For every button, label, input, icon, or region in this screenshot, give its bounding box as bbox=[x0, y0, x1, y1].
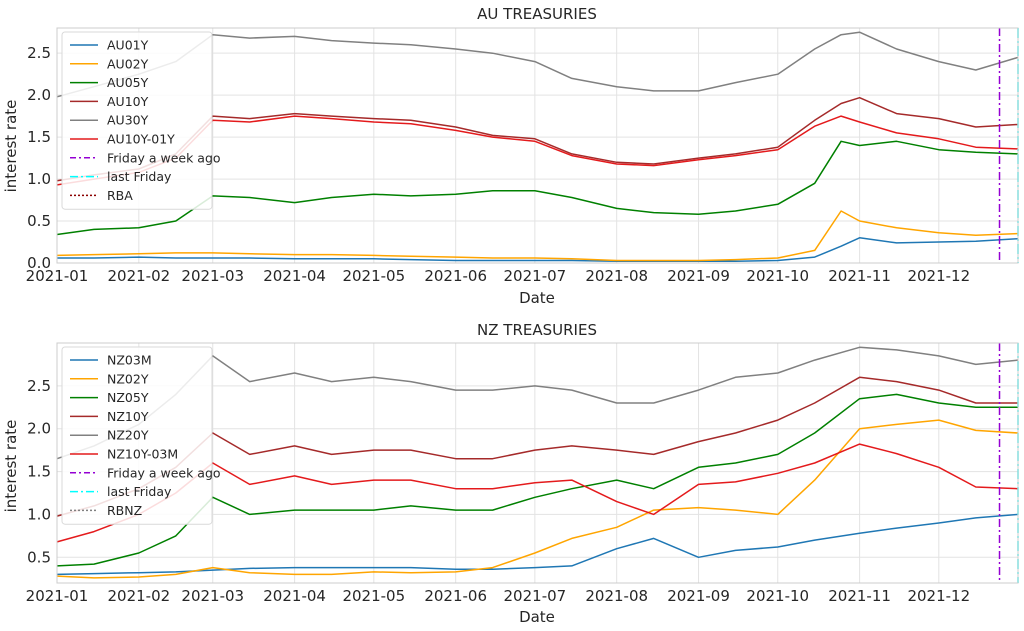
x-tick-label: 2021-01 bbox=[26, 587, 89, 605]
legend-label: NZ10Y-03M bbox=[107, 447, 178, 462]
chart-nz-treasuries: NZ TREASURIES interest rate Date 2021-01… bbox=[2, 321, 1019, 626]
x-tick-label: 2021-12 bbox=[907, 267, 970, 285]
x-tick-label: 2021-12 bbox=[907, 587, 970, 605]
legend-label: NZ05Y bbox=[107, 390, 149, 405]
x-axis-label: Date bbox=[519, 289, 555, 307]
x-tick-label: 2021-07 bbox=[504, 267, 567, 285]
chart-title: AU TREASURIES bbox=[477, 5, 597, 23]
y-tick-label: 1.5 bbox=[27, 128, 51, 146]
x-tick-label: 2021-08 bbox=[585, 587, 648, 605]
series-line-au10y-01y bbox=[56, 115, 1019, 186]
series-line-au30y bbox=[56, 31, 1019, 98]
x-tick-label: 2021-02 bbox=[107, 267, 170, 285]
series-line-au02y bbox=[56, 210, 1019, 262]
legend-label: AU10Y bbox=[107, 94, 149, 109]
x-tick-label: 2021-01 bbox=[26, 267, 89, 285]
y-tick-label: 2.0 bbox=[27, 420, 51, 438]
legend-label: AU10Y-01Y bbox=[107, 132, 175, 147]
legend-label: RBA bbox=[107, 188, 133, 203]
series-line-nz02y bbox=[56, 419, 1019, 579]
series-line-nz05y bbox=[56, 393, 1018, 567]
legend-label: NZ20Y bbox=[107, 428, 149, 443]
x-tick-label: 2021-03 bbox=[181, 587, 244, 605]
y-tick-label: 0.5 bbox=[27, 548, 51, 566]
legend-box bbox=[61, 346, 213, 525]
y-axis-label: interest rate bbox=[2, 420, 20, 513]
x-tick-label: 2021-04 bbox=[263, 267, 326, 285]
y-tick-label: 2.5 bbox=[27, 44, 51, 62]
x-tick-label: 2021-09 bbox=[667, 267, 730, 285]
legend-label: NZ02Y bbox=[107, 371, 149, 386]
chart-au-treasuries: AU TREASURIES interest rate Date 2021-01… bbox=[2, 5, 1019, 307]
y-tick-label: 2.5 bbox=[27, 377, 51, 395]
x-tick-label: 2021-04 bbox=[263, 587, 326, 605]
legend-label: last Friday bbox=[107, 169, 172, 184]
legend-label: NZ10Y bbox=[107, 409, 149, 424]
x-tick-label: 2021-07 bbox=[504, 587, 567, 605]
y-tick-label: 1.0 bbox=[27, 505, 51, 523]
legend-label: AU01Y bbox=[107, 38, 149, 53]
x-tick-label: 2021-06 bbox=[424, 587, 487, 605]
x-tick-label: 2021-08 bbox=[585, 267, 648, 285]
x-tick-label: 2021-05 bbox=[342, 587, 405, 605]
series-line-nz20y bbox=[56, 346, 1019, 460]
legend-label: AU05Y bbox=[107, 75, 149, 90]
plot-frame bbox=[56, 342, 1019, 584]
plot-frame bbox=[56, 27, 1019, 264]
series-line-nz10y bbox=[56, 376, 1018, 517]
x-tick-label: 2021-06 bbox=[424, 267, 487, 285]
legend-label: AU02Y bbox=[107, 56, 149, 71]
series-line-au01y bbox=[57, 237, 1019, 263]
x-axis-label: Date bbox=[519, 608, 555, 626]
x-tick-label: 2021-11 bbox=[828, 267, 891, 285]
chart-title: NZ TREASURIES bbox=[477, 321, 597, 339]
y-tick-label: 1.0 bbox=[27, 170, 51, 188]
x-tick-label: 2021-03 bbox=[181, 267, 244, 285]
series-line-nz03m bbox=[56, 513, 1019, 576]
x-tick-label: 2021-09 bbox=[667, 587, 730, 605]
y-tick-label: 0.5 bbox=[27, 212, 51, 230]
legend-label: Friday a week ago bbox=[107, 465, 221, 480]
x-tick-label: 2021-10 bbox=[746, 587, 809, 605]
legend-label: last Friday bbox=[107, 484, 172, 499]
legend-label: AU30Y bbox=[107, 113, 149, 128]
series-line-nz10y-03m bbox=[56, 443, 1019, 543]
plot-area bbox=[57, 343, 1018, 583]
legend-label: NZ03M bbox=[107, 353, 152, 368]
x-tick-label: 2021-02 bbox=[107, 587, 170, 605]
legend: NZ03M NZ02Y NZ05Y NZ10Y NZ20Y NZ10Y-03M Friday… bbox=[61, 346, 221, 525]
y-tick-label: 1.5 bbox=[27, 463, 51, 481]
y-tick-label: 0.0 bbox=[27, 254, 51, 272]
y-tick-label: 2.0 bbox=[27, 86, 51, 104]
legend-box bbox=[61, 31, 213, 210]
legend: AU01Y AU02Y AU05Y AU10Y AU30Y AU10Y-01Y Friday… bbox=[61, 31, 221, 210]
x-tick-label: 2021-11 bbox=[828, 587, 891, 605]
x-tick-label: 2021-05 bbox=[342, 267, 405, 285]
legend-label: RBNZ bbox=[107, 503, 142, 518]
x-tick-label: 2021-10 bbox=[746, 267, 809, 285]
series-line-au05y bbox=[56, 140, 1019, 236]
legend-label: Friday a week ago bbox=[107, 150, 221, 165]
series-line-au10y bbox=[56, 96, 1019, 182]
y-axis-label: interest rate bbox=[2, 100, 20, 193]
